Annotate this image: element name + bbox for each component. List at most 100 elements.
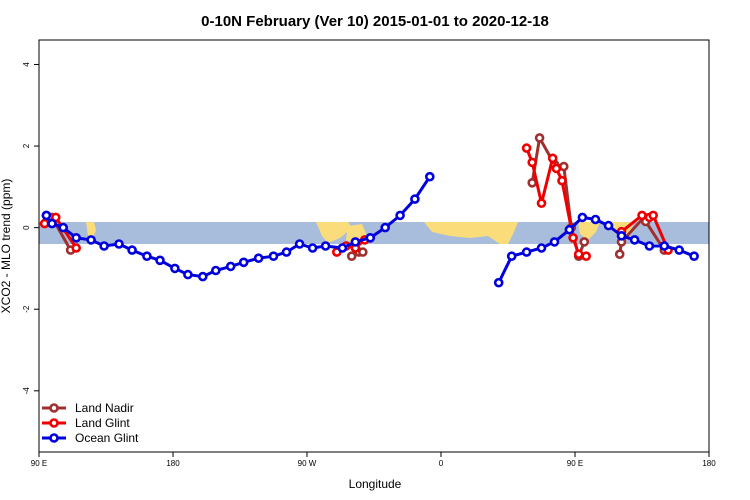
- ocean-glint-point: [99, 241, 109, 251]
- land-africa: [424, 222, 518, 244]
- y-tick-label: 2: [22, 143, 31, 148]
- y-axis-label: XCO2 - MLO trend (ppm): [0, 179, 13, 314]
- ocean-glint-point: [170, 263, 180, 274]
- ocean-glint-point: [350, 237, 361, 247]
- land-glint-point: [568, 233, 578, 243]
- x-tick-label: 180: [166, 459, 180, 468]
- ocean-glint-point: [183, 269, 193, 280]
- ocean-glint-point: [281, 247, 292, 257]
- ocean-glint-point: [674, 245, 685, 255]
- land-nadir-point: [614, 249, 625, 259]
- ocean-glint-point: [536, 243, 547, 253]
- land-nadir-point: [527, 178, 538, 188]
- x-tick-label: 0: [439, 459, 444, 468]
- land-glint-point: [71, 243, 81, 253]
- legend-label: Land Glint: [75, 416, 130, 430]
- ocean-glint-point: [253, 253, 264, 264]
- legend-label: Land Nadir: [75, 401, 134, 415]
- land-borneo: [86, 222, 96, 238]
- ocean-glint-point: [493, 277, 504, 288]
- ocean-glint-point: [380, 222, 391, 233]
- land-glint-point: [39, 218, 50, 229]
- x-tick-label: 90 W: [298, 459, 317, 468]
- y-tick-label: 4: [22, 62, 31, 67]
- series-layer: [39, 133, 699, 288]
- land-nadir-point: [579, 237, 590, 247]
- x-axis-label: Longitude: [349, 477, 402, 491]
- ocean-glint-point: [590, 214, 601, 225]
- ocean-glint-point: [225, 261, 236, 272]
- legend-item-ocean-glint: Ocean Glint: [42, 431, 139, 445]
- ocean-glint-point: [86, 235, 96, 245]
- ocean-glint-point: [616, 231, 627, 241]
- land-central-america: [316, 222, 352, 243]
- chart-title: 0-10N February (Ver 10) 2015-01-01 to 20…: [201, 13, 549, 30]
- land-nadir-point: [346, 251, 357, 262]
- ocean-glint-point: [577, 212, 588, 223]
- ocean-glint-point: [127, 245, 137, 255]
- land-glint-point: [648, 210, 659, 221]
- ocean-glint-point: [564, 224, 575, 235]
- land-nadir-point: [357, 247, 368, 257]
- ocean-glint-point: [58, 222, 69, 233]
- x-axis: 90 E 180 90 W 0 90 E 180: [31, 452, 716, 468]
- x-tick-label: 180: [702, 459, 716, 468]
- ocean-glint-point: [506, 251, 517, 262]
- ocean-glint-point: [521, 247, 532, 257]
- legend-swatch-marker: [49, 418, 59, 428]
- land-glint-point: [581, 251, 592, 262]
- x-tick-label: 90 E: [567, 459, 583, 468]
- series-ocean-glint: [41, 171, 699, 288]
- y-tick-label: -2: [22, 305, 31, 313]
- y-tick-label: 0: [22, 225, 31, 230]
- land-glint-point: [547, 153, 558, 164]
- land-nadir-point: [534, 133, 545, 143]
- land-nadir-point: [558, 161, 569, 172]
- ocean-glint-point: [41, 210, 52, 221]
- ocean-glint-point: [644, 241, 655, 251]
- plot-frame: [38, 39, 710, 453]
- ocean-glint-point: [659, 241, 670, 251]
- y-axis: -4 -2 0 2 4: [22, 62, 39, 395]
- land-sumatra: [578, 222, 600, 240]
- land-glint-point: [557, 175, 567, 186]
- ocean-glint-point: [114, 239, 124, 249]
- land-glint-point: [637, 210, 647, 221]
- ocean-glint-point: [603, 220, 614, 231]
- land-glint-point: [551, 163, 562, 174]
- legend-label: Ocean Glint: [75, 431, 139, 445]
- land-glint-point: [573, 249, 584, 259]
- land-glint-point: [521, 143, 532, 153]
- legend-swatch-marker: [49, 403, 59, 413]
- ocean-glint-point: [307, 243, 318, 253]
- ocean-glint-point: [238, 257, 249, 268]
- ocean-glint-point: [198, 271, 208, 282]
- ocean-glint-point: [142, 251, 152, 262]
- ocean-glint-point: [629, 235, 640, 245]
- ocean-glint-point: [320, 241, 331, 251]
- y-tick-label: -4: [22, 387, 31, 395]
- latitude-band-rect: [39, 222, 709, 244]
- ocean-glint-point: [365, 233, 376, 243]
- ocean-glint-point: [410, 194, 420, 204]
- legend-item-land-glint: Land Glint: [42, 416, 130, 430]
- ocean-glint-point: [395, 210, 405, 221]
- ocean-glint-point: [155, 255, 165, 266]
- ocean-glint-point: [337, 243, 348, 253]
- ocean-glint-point: [268, 251, 279, 262]
- legend-item-land-nadir: Land Nadir: [42, 401, 134, 415]
- ocean-glint-point: [549, 237, 560, 247]
- ocean-glint-point: [424, 171, 435, 182]
- x-tick-label: 90 E: [31, 459, 47, 468]
- land-glint-point: [536, 198, 547, 208]
- land-glint-point: [527, 157, 538, 168]
- ocean-glint-point: [294, 239, 305, 249]
- ocean-glint-point: [689, 251, 699, 262]
- latitude-band: [39, 222, 709, 244]
- ocean-glint-point: [211, 265, 221, 276]
- ocean-glint-point: [71, 233, 81, 243]
- legend-swatch-marker: [49, 433, 59, 443]
- ocean-glint-point: [47, 218, 57, 229]
